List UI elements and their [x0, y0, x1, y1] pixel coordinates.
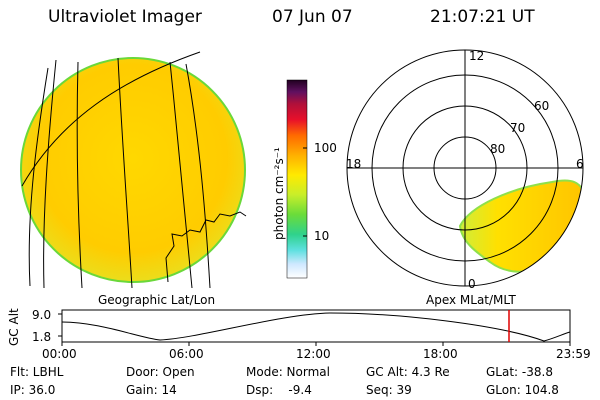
dsp-value: Dsp: -9.4	[246, 383, 312, 397]
x-tick-0000: 00:00	[42, 347, 77, 361]
mlt-label-6: 6	[576, 157, 584, 171]
x-tick-1200: 12:00	[296, 347, 331, 361]
gc-altitude-value: GC Alt: 4.3 Re	[366, 365, 450, 379]
mlt-label-18: 18	[346, 157, 362, 171]
mlat-label-60: 60	[534, 99, 550, 113]
earth-disk	[20, 57, 246, 283]
latitude-grid	[21, 51, 201, 187]
observation-date: 07 Jun 07	[272, 7, 353, 27]
altitude-ytick-bottom: 1.8	[32, 330, 52, 344]
mlt-label-0: 0	[468, 277, 476, 291]
filter-value: Flt: LBHL	[10, 365, 64, 379]
sequence-value: Seq: 39	[366, 383, 412, 397]
glat-value: GLat: -38.8	[486, 365, 553, 379]
altitude-ytick-top: 9.0	[32, 308, 52, 322]
colorbar-unit: photon cm⁻²s⁻¹	[272, 147, 286, 240]
colorbar-label-10: 10	[314, 229, 330, 243]
colorbar-label-100: 100	[314, 141, 337, 155]
coastline	[165, 211, 247, 283]
ip-value: IP: 36.0	[10, 383, 56, 397]
x-tick-0600: 06:00	[169, 347, 204, 361]
mlat-label-70: 70	[510, 121, 526, 135]
geographic-caption: Geographic Lat/Lon	[98, 293, 216, 307]
altitude-curve	[61, 312, 571, 342]
observation-time: 21:07:21 UT	[430, 7, 535, 27]
mlat-label-80: 80	[490, 142, 506, 156]
mlt-label-12: 12	[469, 49, 485, 63]
apex-caption: Apex MLat/MLT	[426, 293, 516, 307]
altitude-strip	[58, 309, 571, 346]
polar-plot	[346, 49, 584, 287]
x-tick-2359: 23:59	[556, 347, 591, 361]
altitude-ylabel: GC Alt	[7, 308, 21, 346]
gain-value: Gain: 14	[126, 383, 177, 397]
instrument-title: Ultraviolet Imager	[48, 7, 202, 27]
colorbar	[286, 79, 308, 279]
colorbar-scale	[286, 79, 308, 279]
altitude-frame	[61, 309, 571, 343]
glon-value: GLon: 104.8	[486, 383, 559, 397]
door-value: Door: Open	[126, 365, 195, 379]
earth-disk-view	[20, 51, 247, 289]
auroral-oval	[458, 179, 583, 273]
polar-grid	[346, 49, 584, 287]
mode-value: Mode: Normal	[246, 365, 330, 379]
x-tick-1800: 18:00	[423, 347, 458, 361]
